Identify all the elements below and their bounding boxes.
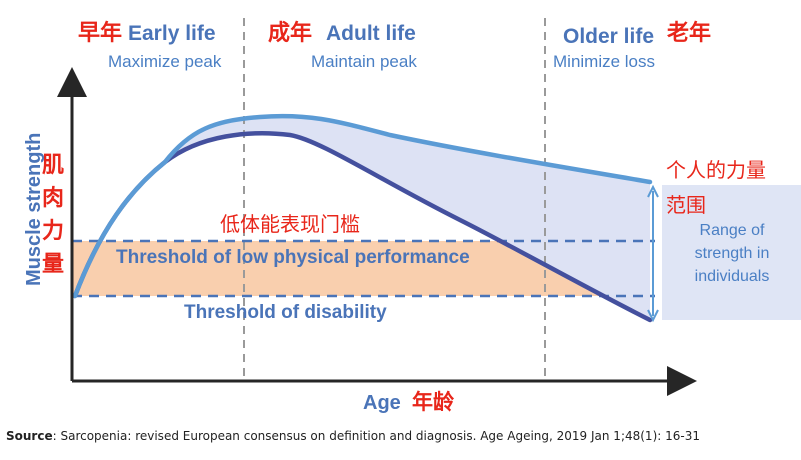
range-label-zh-line1: 个人的力量	[666, 159, 766, 182]
y-axis-label-en: Muscle strength	[23, 133, 45, 286]
low-performance-label-en: Threshold of low physical performance	[116, 247, 470, 268]
x-axis-label-en: Age	[363, 392, 401, 414]
y-axis-label-zh-1: 肌	[42, 152, 64, 177]
older-life-zh: 老年	[666, 20, 711, 45]
source-text: : Sarcopenia: revised European consensus…	[52, 429, 700, 443]
range-of-strength-box	[662, 185, 801, 320]
adult-life-sub: Maintain peak	[311, 52, 417, 71]
low-performance-label-zh: 低体能表现门槛	[220, 213, 360, 236]
range-label-en-line1: Range of	[700, 222, 765, 239]
range-arrow-up-head	[647, 184, 659, 198]
range-label-en-line2: strength in	[695, 245, 770, 262]
adult-life-zh: 成年	[268, 20, 312, 45]
range-label-zh-line2: 范围	[666, 194, 706, 217]
source-citation: Source: Sarcopenia: revised European con…	[6, 429, 700, 443]
older-life-en: Older life	[563, 25, 654, 48]
y-axis-label-zh-4: 量	[42, 251, 64, 276]
source-label: Source	[6, 429, 53, 443]
strength-range-shaded-area	[165, 116, 650, 320]
early-life-sub: Maximize peak	[108, 52, 222, 71]
early-life-zh: 早年	[78, 20, 122, 45]
disability-label-en: Threshold of disability	[184, 302, 387, 323]
y-axis-label-zh-3: 力	[42, 218, 64, 243]
x-axis-label-zh: 年龄	[412, 390, 455, 414]
early-life-en: Early life	[128, 22, 216, 45]
y-axis-label-zh-2: 肉	[42, 185, 64, 210]
older-life-sub: Minimize loss	[553, 52, 655, 71]
range-arrow-down-head	[647, 309, 659, 323]
range-label-en-line3: individuals	[695, 268, 770, 285]
adult-life-en: Adult life	[326, 22, 416, 45]
upper-strength-curve	[72, 113, 653, 299]
